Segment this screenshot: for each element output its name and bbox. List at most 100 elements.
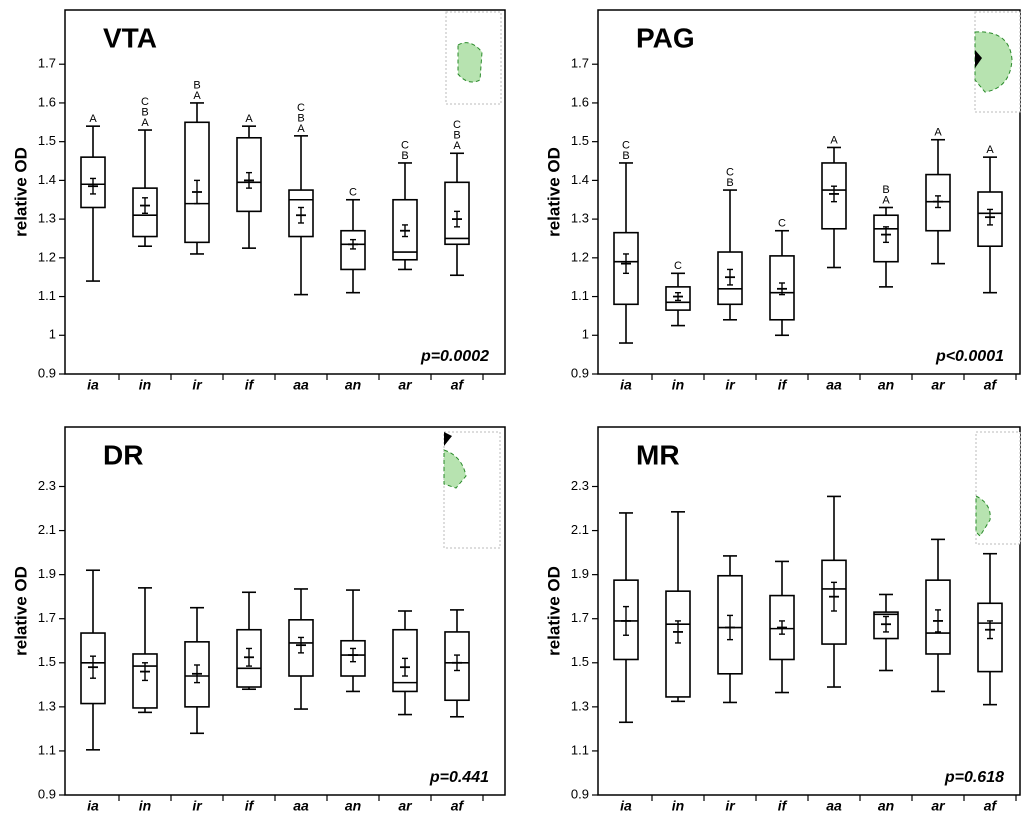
box-plot: C	[340, 187, 366, 294]
y-tick-label: 2.3	[571, 478, 589, 493]
y-tick-label: 1.5	[571, 133, 589, 148]
chart-title: DR	[103, 439, 143, 470]
significance-letter: A	[141, 117, 149, 129]
x-tick-label: af	[984, 377, 998, 393]
p-value: p=0.618	[944, 769, 1004, 786]
box-plot: BA	[873, 184, 899, 288]
y-tick-label: 2.3	[38, 478, 56, 493]
box-plot: A	[236, 113, 262, 249]
x-tick-label: aa	[293, 798, 309, 814]
x-tick-label: ia	[620, 377, 632, 393]
significance-letter: C	[401, 139, 409, 151]
inset-pag	[974, 11, 1021, 113]
x-tick-label: af	[984, 798, 998, 814]
significance-letter: B	[297, 112, 304, 124]
box	[444, 631, 470, 702]
box-plot: A	[977, 144, 1003, 294]
y-axis-label: relative OD	[11, 147, 30, 237]
x-tick-label: ir	[725, 377, 736, 393]
inset-dr	[443, 431, 501, 549]
y-tick-label: 1.4	[571, 172, 589, 187]
box-plot	[236, 591, 262, 691]
x-tick-label: if	[245, 798, 255, 814]
box-plot	[392, 610, 418, 716]
y-tick-label: 0.9	[38, 786, 56, 801]
box-plot	[184, 606, 210, 735]
x-tick-label: ia	[620, 798, 632, 814]
box-plot: BA	[184, 79, 210, 255]
y-tick-label: 0.9	[571, 786, 589, 801]
x-tick-label: ar	[398, 377, 413, 393]
y-tick-label: 1.1	[571, 742, 589, 757]
y-tick-label: 1.3	[571, 698, 589, 713]
p-value: p=0.441	[429, 769, 489, 786]
significance-letter: C	[453, 119, 461, 131]
x-tick-label: if	[245, 377, 255, 393]
y-tick-label: 1.5	[38, 133, 56, 148]
x-tick-label: ir	[192, 377, 203, 393]
box-plot	[288, 588, 314, 710]
x-tick-label: an	[878, 798, 894, 814]
y-tick-label: 2.1	[38, 522, 56, 537]
y-tick-label: 1.7	[571, 610, 589, 625]
significance-letter: A	[89, 113, 97, 125]
x-tick-label: in	[672, 798, 684, 814]
significance-letter: A	[986, 144, 994, 156]
x-tick-label: ia	[87, 377, 99, 393]
p-value: p<0.0001	[935, 348, 1004, 365]
box-plot	[613, 512, 639, 724]
box-plot: CBA	[288, 102, 314, 296]
x-tick-label: aa	[826, 798, 842, 814]
x-tick-label: in	[672, 377, 684, 393]
panel: DR relative OD p=0.441 0.9 1.1 1.3 1.5 1.7 1.9 2.…	[11, 426, 506, 814]
y-tick-label: 1.1	[571, 288, 589, 303]
significance-letter: C	[726, 166, 734, 178]
box	[665, 590, 691, 698]
x-tick-label: an	[345, 377, 361, 393]
y-tick-label: 1.5	[571, 654, 589, 669]
box-plot: A	[80, 113, 106, 282]
y-tick-label: 1.3	[571, 211, 589, 226]
y-tick-label: 1.7	[38, 56, 56, 71]
significance-letter: C	[141, 96, 149, 108]
y-tick-label: 1.9	[38, 566, 56, 581]
box	[340, 229, 366, 271]
box-plot: CB	[613, 139, 639, 344]
x-tick-label: an	[878, 377, 894, 393]
x-tick-label: aa	[293, 377, 309, 393]
x-tick-label: if	[778, 798, 788, 814]
y-tick-label: 1.2	[38, 249, 56, 264]
box-plot: A	[821, 134, 847, 269]
plot-frame	[597, 426, 1021, 796]
y-tick-label: 1.7	[571, 56, 589, 71]
y-tick-label: 2.1	[571, 522, 589, 537]
y-tick-label: 1.4	[38, 172, 56, 187]
box-plot	[717, 555, 743, 704]
x-tick-label: ar	[398, 798, 413, 814]
plot-frame	[64, 426, 506, 796]
box-plot	[80, 569, 106, 751]
significance-letter: C	[778, 218, 786, 230]
x-tick-label: in	[139, 377, 151, 393]
y-tick-label: 1.6	[571, 94, 589, 109]
significance-letter: B	[193, 79, 200, 91]
x-tick-label: aa	[826, 377, 842, 393]
y-tick-label: 1.2	[571, 249, 589, 264]
box-plot	[340, 589, 366, 693]
x-tick-label: ar	[931, 798, 946, 814]
p-value: p=0.0002	[420, 348, 489, 365]
box-plot	[821, 495, 847, 688]
chart-title: PAG	[636, 22, 695, 53]
y-tick-label: 1.9	[571, 566, 589, 581]
x-tick-label: an	[345, 798, 361, 814]
significance-letter: C	[297, 102, 305, 114]
significance-letter: B	[882, 184, 889, 196]
y-tick-label: 1.6	[38, 94, 56, 109]
y-tick-label: 1	[582, 327, 589, 342]
box-plot	[873, 593, 899, 672]
box-plot	[769, 560, 795, 694]
y-axis-label: relative OD	[544, 566, 563, 656]
y-tick-label: 1.5	[38, 654, 56, 669]
x-tick-label: ia	[87, 798, 99, 814]
